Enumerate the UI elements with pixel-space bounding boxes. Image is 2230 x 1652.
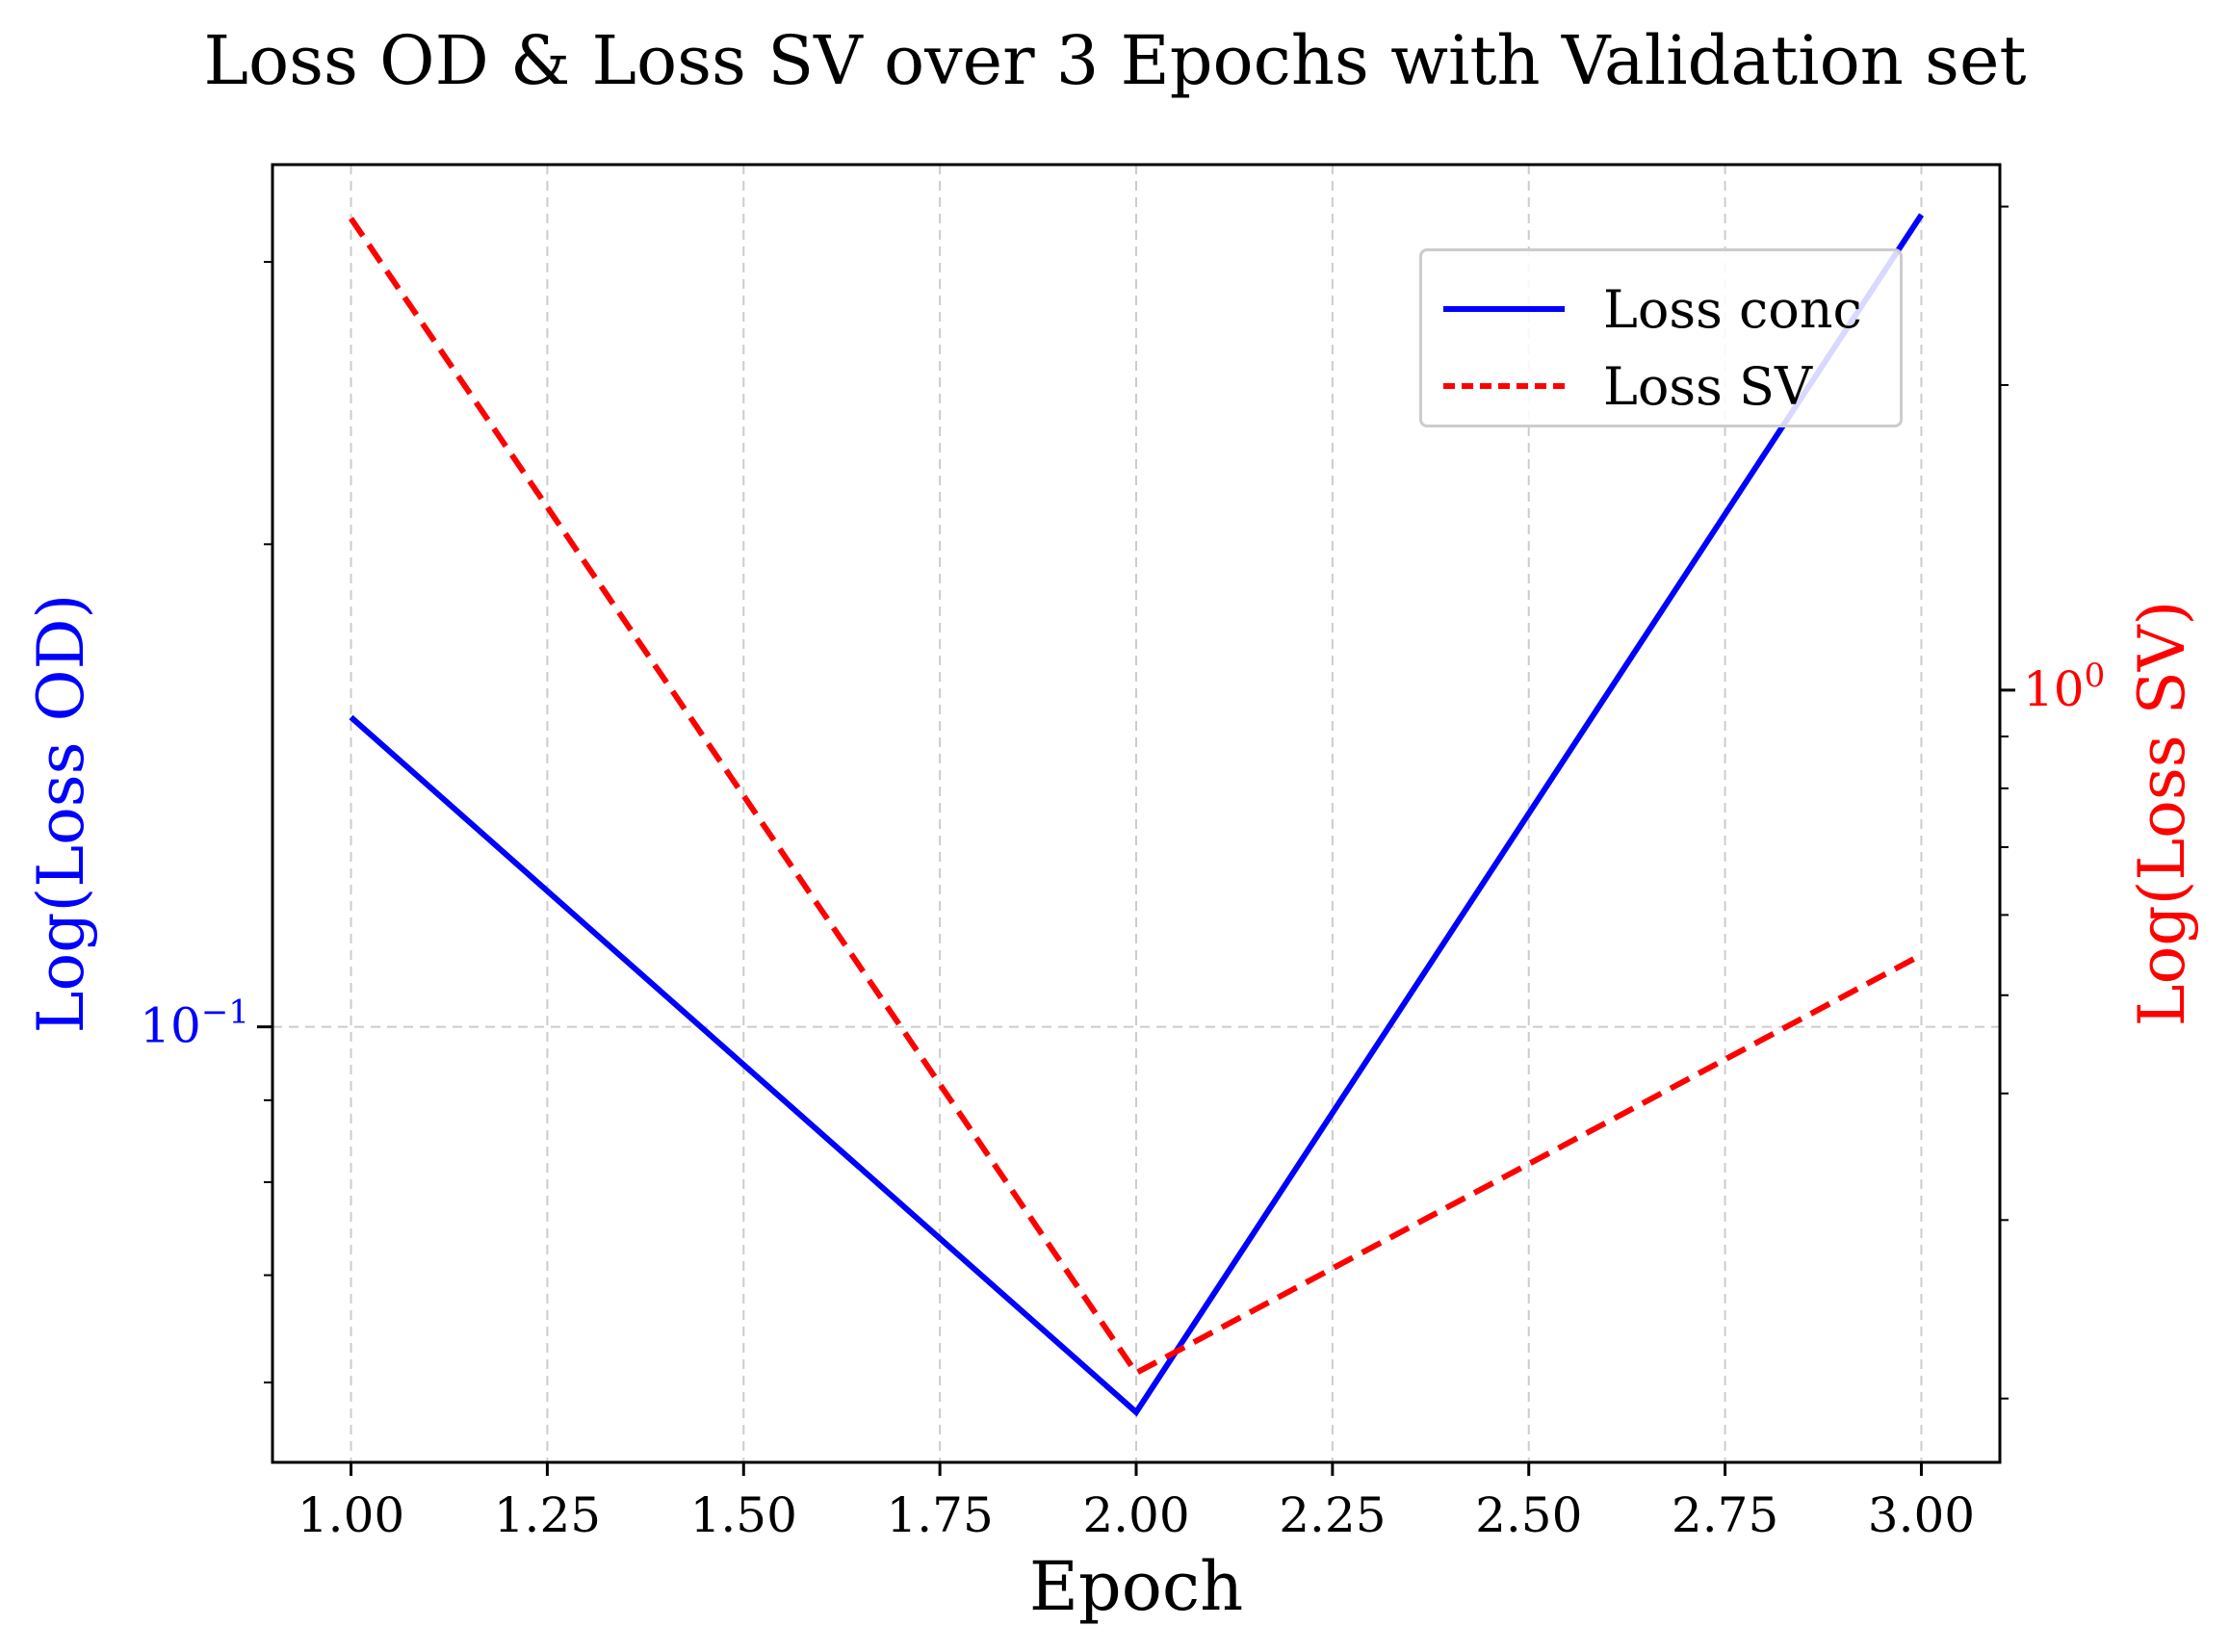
x-tick-label: 1.00 <box>298 1487 404 1543</box>
chart-title: Loss OD & Loss SV over 3 Epochs with Val… <box>203 21 2027 100</box>
x-tick-label: 1.25 <box>494 1487 601 1543</box>
x-tick-label: 2.50 <box>1475 1487 1582 1543</box>
legend-label: Loss SV <box>1603 355 1812 417</box>
legend-item-loss-sv: Loss SV <box>1443 355 1812 417</box>
series-line-loss-conc <box>349 213 1925 1417</box>
y-right-axis-label: Log(Loss SV) <box>2125 601 2199 1026</box>
x-tick-label: 1.50 <box>690 1487 797 1543</box>
y-right-tick-label: 100 <box>2023 657 2105 717</box>
legend-label: Loss conc <box>1603 278 1862 340</box>
legend-swatch-dashed-line <box>1443 383 1565 389</box>
legend-item-loss-conc: Loss conc <box>1443 278 1862 340</box>
x-tick-label: 2.75 <box>1672 1487 1778 1543</box>
x-tick-label: 2.25 <box>1279 1487 1386 1543</box>
y-left-axis-label: Log(Loss OD) <box>24 594 98 1034</box>
x-tick-label: 1.75 <box>886 1487 993 1543</box>
x-tick-label: 3.00 <box>1868 1487 1975 1543</box>
y-left-tick-label: 10−1 <box>140 994 249 1054</box>
x-axis-label: Epoch <box>1029 1547 1243 1626</box>
series-line-loss-sv <box>349 217 1923 1378</box>
x-tick-label: 2.00 <box>1082 1487 1189 1543</box>
legend: Loss conc Loss SV <box>1419 248 1903 427</box>
legend-swatch-solid-line <box>1443 306 1565 312</box>
